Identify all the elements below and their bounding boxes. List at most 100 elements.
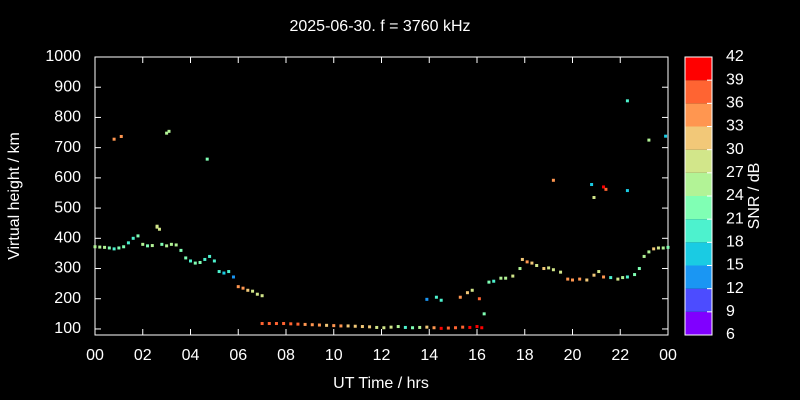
data-point [198, 260, 202, 264]
data-point [205, 157, 209, 161]
data-point [661, 246, 665, 250]
x-tick-label: 02 [134, 347, 152, 364]
data-point [332, 324, 336, 328]
x-tick-label: 16 [468, 347, 486, 364]
data-point [255, 292, 259, 296]
data-point [126, 241, 130, 245]
data-point [98, 245, 102, 249]
data-point [157, 227, 161, 231]
data-point [590, 183, 594, 187]
data-point [375, 325, 379, 329]
data-point [465, 291, 469, 295]
data-point [231, 275, 235, 279]
data-point [103, 245, 107, 249]
colorbar-band [685, 80, 712, 104]
data-point [325, 323, 329, 327]
data-point [559, 270, 563, 274]
x-tick-label: 22 [611, 347, 629, 364]
x-axis-label: UT Time / hrs [333, 375, 429, 392]
data-point [222, 271, 226, 275]
data-point [470, 288, 474, 292]
data-point [411, 326, 415, 330]
data-point [535, 264, 539, 267]
data-point [227, 270, 231, 274]
data-point [93, 245, 97, 249]
data-point [458, 295, 462, 299]
x-tick-label: 18 [516, 347, 534, 364]
colorbar-tick-label: 33 [726, 118, 744, 135]
data-point [578, 277, 582, 281]
data-point [203, 257, 207, 261]
data-point [454, 326, 458, 330]
data-point [141, 242, 145, 246]
data-point [520, 257, 524, 261]
data-point [625, 99, 629, 103]
chart-title: 2025-06-30. f = 3760 kHz [289, 18, 470, 35]
data-point [432, 326, 436, 330]
data-point [439, 326, 443, 330]
colorbar-band [685, 103, 712, 127]
colorbar-band [685, 149, 712, 173]
colorbar-band [685, 311, 712, 335]
data-point [184, 256, 188, 260]
data-point [136, 234, 140, 238]
data-point [439, 298, 443, 302]
data-point [647, 250, 651, 254]
colorbar-band [685, 242, 712, 266]
data-point [592, 196, 596, 200]
data-point [317, 323, 321, 327]
data-point [637, 267, 641, 271]
data-point [165, 131, 169, 135]
data-point [551, 268, 555, 272]
data-point [604, 187, 608, 191]
data-point [418, 325, 422, 329]
colorbar-band [685, 288, 712, 312]
data-point [652, 247, 656, 251]
x-tick-label: 10 [325, 347, 343, 364]
data-point [487, 280, 491, 284]
colorbar-tick-label: 39 [726, 71, 744, 88]
data-point [289, 322, 293, 326]
data-point [597, 270, 601, 274]
data-point [511, 274, 515, 278]
data-point [303, 322, 307, 326]
data-point [368, 325, 372, 329]
colorbar-band [685, 219, 712, 243]
data-point [339, 324, 343, 328]
data-point [112, 247, 116, 251]
data-point [146, 244, 150, 248]
y-tick-label: 600 [54, 169, 81, 186]
y-tick-label: 900 [54, 78, 81, 95]
data-point [633, 273, 637, 277]
data-point [310, 323, 314, 327]
colorbar-band [685, 126, 712, 150]
data-point [236, 285, 240, 289]
y-tick-label: 300 [54, 260, 81, 277]
colorbar-band [685, 265, 712, 289]
data-point [112, 137, 116, 141]
data-point [155, 225, 159, 229]
data-point [482, 312, 486, 316]
colorbar-tick-label: 9 [726, 303, 735, 320]
x-tick-label: 20 [564, 347, 582, 364]
colorbar-tick-label: 18 [726, 234, 744, 251]
data-point [260, 294, 264, 298]
y-axis-label: Virtual height / km [6, 132, 23, 260]
colorbar-tick-label: 27 [726, 164, 744, 181]
x-tick-label: 04 [182, 347, 200, 364]
colorbar-tick-label: 15 [726, 257, 744, 274]
data-point [251, 289, 255, 293]
x-tick-label: 00 [659, 347, 677, 364]
data-point [150, 244, 154, 248]
data-point [241, 286, 245, 290]
y-tick-label: 100 [54, 320, 81, 337]
data-point [208, 254, 212, 258]
colorbar-band [685, 196, 712, 220]
data-point [477, 297, 481, 301]
colorbar-tick-label: 30 [726, 141, 744, 158]
data-point [647, 138, 651, 142]
data-point [664, 134, 668, 138]
data-point [160, 242, 164, 246]
colorbar-band [685, 172, 712, 196]
